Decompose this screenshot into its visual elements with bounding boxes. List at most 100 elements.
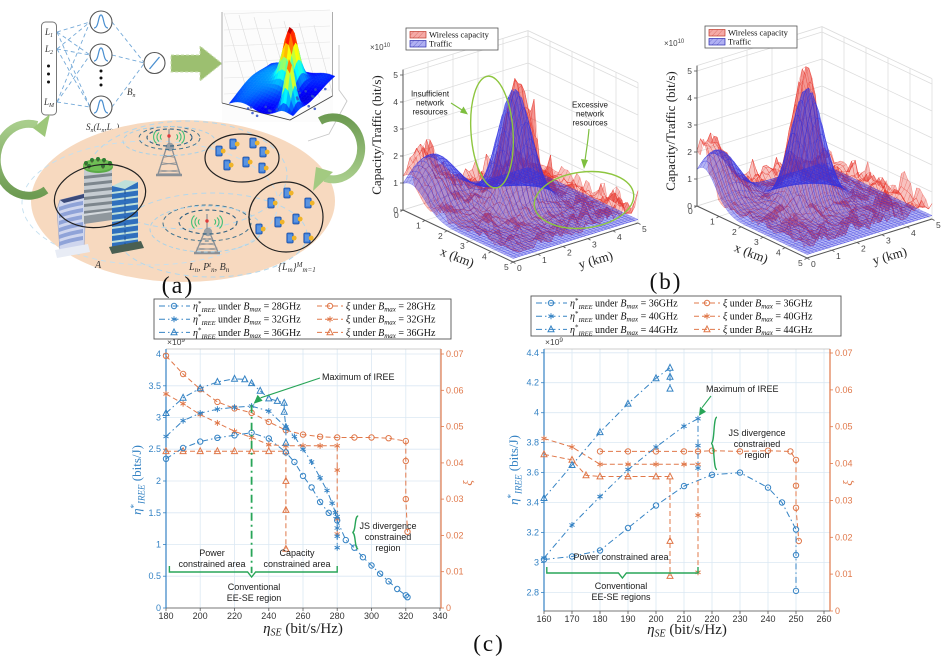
- svg-text:2: 2: [393, 151, 398, 161]
- svg-text:2: 2: [156, 476, 161, 486]
- svg-text:3: 3: [534, 557, 539, 567]
- svg-text:4: 4: [687, 93, 692, 103]
- svg-text:200: 200: [193, 611, 208, 621]
- svg-text:η*IREE under Bmax = 36GHz: η*IREE under Bmax = 36GHz: [193, 326, 301, 340]
- svg-text:170: 170: [564, 614, 579, 624]
- svg-text:4: 4: [776, 248, 781, 258]
- svg-text:L1: L1: [44, 27, 53, 39]
- svg-text:Ln, Ptn, Bn: Ln, Ptn, Bn: [188, 261, 230, 274]
- svg-text:0: 0: [446, 603, 451, 613]
- svg-text:0: 0: [394, 210, 399, 220]
- svg-text:Maximum of IREE: Maximum of IREE: [706, 384, 779, 394]
- svg-text:Power constrained area: Power constrained area: [573, 552, 668, 562]
- svg-text:0.07: 0.07: [835, 348, 853, 358]
- svg-text:0.04: 0.04: [835, 459, 853, 469]
- svg-text:260: 260: [816, 614, 831, 624]
- svg-text:0: 0: [811, 259, 816, 269]
- svg-text:1: 1: [156, 540, 161, 550]
- svg-text:4: 4: [911, 228, 916, 238]
- svg-text:ξ under Bmax = 36GHz: ξ under Bmax = 36GHz: [346, 328, 436, 340]
- svg-text:3.2: 3.2: [526, 528, 539, 538]
- svg-text:1: 1: [542, 255, 547, 265]
- svg-text:3: 3: [393, 124, 398, 134]
- svg-text:2: 2: [438, 231, 443, 241]
- svg-text:250: 250: [788, 614, 803, 624]
- svg-text:2.5: 2.5: [148, 444, 161, 454]
- svg-text:0.05: 0.05: [835, 422, 853, 432]
- svg-text:×1010: ×1010: [370, 43, 391, 52]
- svg-text:ξ under Bmax = 44GHz: ξ under Bmax = 44GHz: [723, 325, 813, 337]
- svg-text:0.05: 0.05: [446, 422, 464, 432]
- svg-text:190: 190: [620, 614, 635, 624]
- svg-text:230: 230: [732, 614, 747, 624]
- svg-text:Capacity/Traffic (bit/s): Capacity/Traffic (bit/s): [663, 71, 678, 191]
- svg-text:3: 3: [687, 120, 692, 130]
- svg-text:0: 0: [835, 606, 840, 616]
- svg-text:2: 2: [687, 147, 692, 157]
- svg-text:340: 340: [432, 611, 447, 621]
- svg-text:Maximum of IREE: Maximum of IREE: [322, 372, 395, 382]
- svg-text:ηSE (bit/s/Hz): ηSE (bit/s/Hz): [263, 621, 343, 639]
- svg-text:0.03: 0.03: [446, 494, 464, 504]
- svg-text:0: 0: [393, 205, 398, 215]
- svg-text:Bn: Bn: [127, 87, 136, 99]
- svg-text:ηSE (bit/s/Hz): ηSE (bit/s/Hz): [647, 622, 727, 640]
- svg-text:×109: ×109: [167, 337, 185, 347]
- svg-text:210: 210: [676, 614, 691, 624]
- svg-text:2: 2: [861, 243, 866, 253]
- svg-text:260: 260: [295, 611, 310, 621]
- svg-text:280: 280: [330, 611, 345, 621]
- svg-text:0.02: 0.02: [835, 532, 853, 542]
- svg-text:5: 5: [393, 70, 398, 80]
- svg-text:2: 2: [732, 227, 737, 237]
- svg-text:240: 240: [760, 614, 775, 624]
- svg-text:×109: ×109: [545, 337, 563, 347]
- svg-text:4: 4: [617, 232, 622, 242]
- svg-text:ξ under Bmax = 40GHz: ξ under Bmax = 40GHz: [723, 312, 813, 324]
- svg-text:5: 5: [798, 258, 803, 268]
- svg-text:3: 3: [886, 236, 891, 246]
- svg-text:4: 4: [393, 97, 398, 107]
- svg-text:0.07: 0.07: [446, 349, 464, 359]
- svg-text:5: 5: [936, 220, 941, 230]
- svg-text:3.5: 3.5: [148, 381, 161, 391]
- svg-text:0.06: 0.06: [835, 385, 853, 395]
- svg-text:0.01: 0.01: [835, 569, 853, 579]
- svg-text:4.2: 4.2: [526, 378, 539, 388]
- svg-text:0.04: 0.04: [446, 458, 464, 468]
- svg-text:180: 180: [158, 611, 173, 621]
- svg-text:5: 5: [642, 224, 647, 234]
- svg-text:300: 300: [364, 611, 379, 621]
- svg-text:η*IREE under Bmax = 32GHz: η*IREE under Bmax = 32GHz: [193, 313, 301, 327]
- svg-text:5: 5: [504, 262, 509, 272]
- svg-text:ξ under Bmax = 36GHz: ξ under Bmax = 36GHz: [723, 299, 813, 311]
- svg-text:ξ: ξ: [460, 480, 475, 486]
- svg-text:η*IREE under Bmax = 36GHz: η*IREE under Bmax = 36GHz: [570, 297, 678, 311]
- svg-text:Wireless capacity: Wireless capacity: [429, 30, 490, 40]
- svg-text:0.02: 0.02: [446, 530, 464, 540]
- svg-text:Traffic: Traffic: [429, 39, 452, 49]
- svg-text:5: 5: [687, 66, 692, 76]
- svg-text:4: 4: [156, 349, 161, 359]
- svg-text:Traffic: Traffic: [728, 37, 751, 47]
- svg-text:3: 3: [754, 237, 759, 247]
- svg-text:(c): (c): [473, 631, 505, 656]
- svg-text:η*IREE under Bmax = 28GHz: η*IREE under Bmax = 28GHz: [193, 300, 301, 314]
- svg-text:2: 2: [567, 247, 572, 257]
- svg-text:4: 4: [482, 252, 487, 262]
- svg-text:L2: L2: [44, 44, 53, 56]
- svg-text:2.8: 2.8: [526, 587, 539, 597]
- svg-text:0.03: 0.03: [835, 495, 853, 505]
- svg-text:Wireless capacity: Wireless capacity: [728, 28, 789, 38]
- svg-text:180: 180: [592, 614, 607, 624]
- svg-text:3: 3: [592, 240, 597, 250]
- svg-text:1: 1: [710, 216, 715, 226]
- svg-text:A: A: [94, 260, 102, 271]
- svg-text:η*IREE under Bmax = 44GHz: η*IREE under Bmax = 44GHz: [570, 323, 678, 337]
- svg-text:220: 220: [227, 611, 242, 621]
- svg-text:η*IREE (bits/J): η*IREE (bits/J): [129, 445, 147, 515]
- svg-text:1: 1: [393, 178, 398, 188]
